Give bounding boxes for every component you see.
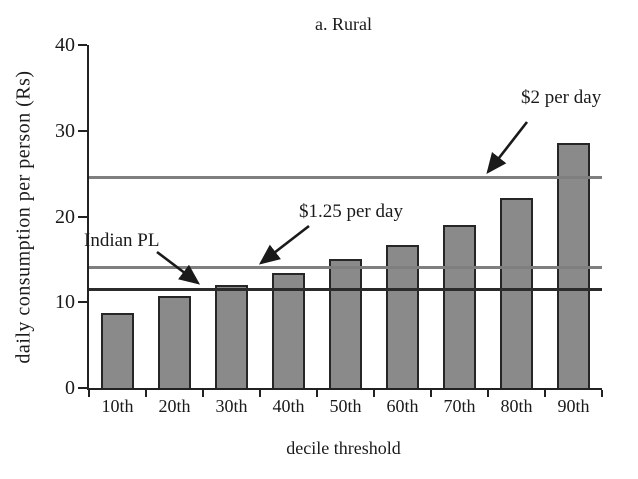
y-tick-mark (78, 215, 87, 218)
y-tick-label: 10 (55, 291, 75, 314)
bar-50th (329, 259, 362, 388)
bar-20th (158, 296, 191, 388)
ref-line-dollar-125 (89, 265, 602, 269)
x-tick-mark (544, 390, 546, 397)
x-tick-label-40th: 40th (272, 396, 305, 416)
ref-line-indian-pl (89, 287, 602, 291)
y-tick-mark (78, 301, 87, 304)
annotation-indian-pl: Indian PL (84, 230, 160, 251)
bar-70th (443, 225, 476, 388)
x-tick-mark (430, 390, 432, 397)
y-tick-mark (78, 129, 87, 132)
x-tick-mark (259, 390, 261, 397)
bar-30th (215, 285, 248, 388)
x-tick-mark (88, 390, 90, 397)
x-tick-mark (316, 390, 318, 397)
bar-80th (500, 197, 533, 388)
x-tick-mark (601, 390, 603, 397)
x-tick-mark (202, 390, 204, 397)
x-tick-label-90th: 90th (557, 396, 590, 416)
chart-title: a. Rural (315, 14, 372, 34)
bar-40th (272, 273, 305, 388)
y-tick-mark (78, 44, 87, 46)
x-tick-label-20th: 20th (158, 396, 191, 416)
y-tick-label: 20 (55, 205, 75, 228)
annotation-1-25-dollar-per-day: $1.25 per day (299, 201, 403, 222)
x-tick-label-80th: 80th (500, 396, 533, 416)
y-tick-label: 30 (55, 119, 75, 142)
x-tick-label-60th: 60th (386, 396, 419, 416)
plot-area: 0 10 20 30 40 10th 20th 30th 40th 50th 60th 70th 80t… (55, 35, 603, 416)
y-tick-label: 0 (65, 377, 75, 399)
y-tick-label: 40 (55, 34, 75, 56)
bar-10th (101, 312, 134, 388)
bar-60th (386, 244, 419, 388)
x-tick-mark (373, 390, 375, 397)
x-tick-label-10th: 10th (101, 396, 134, 416)
x-tick-label-30th: 30th (215, 396, 248, 416)
x-tick-label-70th: 70th (443, 396, 476, 416)
annotation-2-dollar-per-day: $2 per day (521, 87, 602, 108)
x-tick-mark (145, 390, 147, 397)
ref-line-dollar-2 (89, 176, 602, 180)
y-tick-mark (78, 387, 87, 389)
y-axis-label: daily consumption per person (Rs) (12, 70, 35, 364)
x-axis-label: decile threshold (286, 438, 401, 458)
bar-90th (557, 142, 590, 388)
x-tick-label-50th: 50th (329, 396, 362, 416)
x-tick-mark (487, 390, 489, 397)
